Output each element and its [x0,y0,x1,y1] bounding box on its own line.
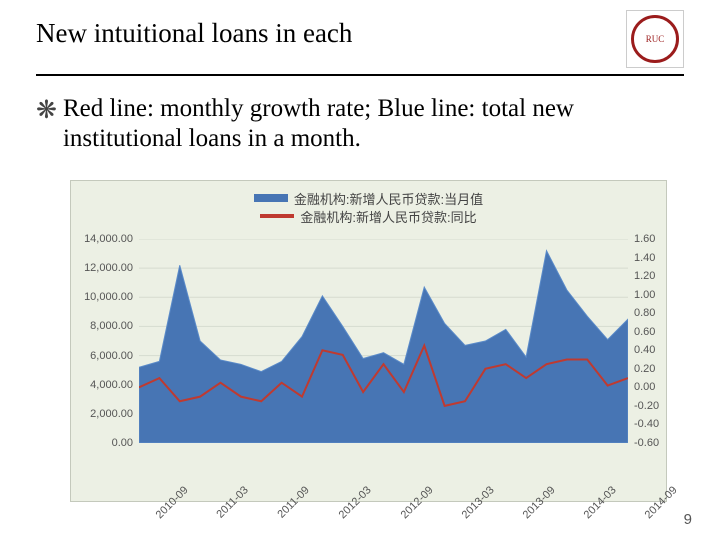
y-right-tick: 0.80 [634,307,655,319]
x-tick: 2011-03 [215,484,251,520]
page-title: New intuitional loans in each [36,18,684,49]
chart-plot [139,239,628,443]
y-left-tick: 14,000.00 [84,233,133,245]
y-left-tick: 0.00 [112,437,133,449]
y-left-tick: 2,000.00 [90,408,133,420]
chart-legend: 金融机构:新增人民币贷款:当月值 金融机构:新增人民币贷款:同比 [71,189,666,225]
legend-swatch-2 [260,214,294,218]
asterisk-icon: ❋ [36,96,57,126]
y-right-tick: 0.40 [634,344,655,356]
y-right-tick: 1.00 [634,289,655,301]
y-right-tick: 1.20 [634,270,655,282]
slide: New intuitional loans in each RUC ❋ Red … [0,0,720,540]
y-right-tick: -0.20 [634,400,659,412]
x-tick: 2014-09 [643,484,680,521]
legend-swatch-1 [254,194,288,202]
x-axis: 2010-092011-032011-092012-032012-092013-… [139,445,628,499]
bullet-item: ❋ Red line: monthly growth rate; Blue li… [36,94,684,154]
y-left-tick: 4,000.00 [90,379,133,391]
y-left-tick: 10,000.00 [84,291,133,303]
x-tick: 2012-03 [337,484,374,521]
legend-label-1: 金融机构:新增人民币贷款:当月值 [294,189,483,208]
y-left-tick: 8,000.00 [90,320,133,332]
x-tick: 2013-03 [459,484,496,521]
chart-container: 金融机构:新增人民币贷款:当月值 金融机构:新增人民币贷款:同比 0.00 2,0… [70,180,667,502]
y-left-tick: 12,000.00 [84,262,133,274]
bullet-text: Red line: monthly growth rate; Blue line… [63,94,684,154]
y-left-tick: 6,000.00 [90,350,133,362]
page-number: 9 [684,511,692,528]
y-right-tick: -0.60 [634,437,659,449]
legend-label-2: 金融机构:新增人民币贷款:同比 [300,207,476,226]
y-right-tick: 1.40 [634,252,655,264]
y-right-tick: -0.40 [634,418,659,430]
y-axis-left: 0.002,000.004,000.006,000.008,000.0010,0… [71,239,137,443]
header: New intuitional loans in each [36,18,684,49]
y-axis-right: -0.60-0.40-0.200.000.200.400.600.801.001… [630,239,666,443]
x-tick: 2013-09 [520,484,557,521]
y-right-tick: 0.60 [634,326,655,338]
y-right-tick: 0.20 [634,363,655,375]
x-tick: 2011-09 [276,484,312,520]
logo-text: RUC [631,15,679,63]
institution-logo: RUC [626,10,684,68]
legend-row-1: 金融机构:新增人民币贷款:当月值 [71,189,666,207]
y-right-tick: 0.00 [634,381,655,393]
y-right-tick: 1.60 [634,233,655,245]
legend-row-2: 金融机构:新增人民币贷款:同比 [71,207,666,225]
x-tick: 2014-03 [582,484,619,521]
x-tick: 2010-09 [154,484,191,521]
x-tick: 2012-09 [398,484,435,521]
body: ❋ Red line: monthly growth rate; Blue li… [36,94,684,154]
header-rule [36,74,684,76]
